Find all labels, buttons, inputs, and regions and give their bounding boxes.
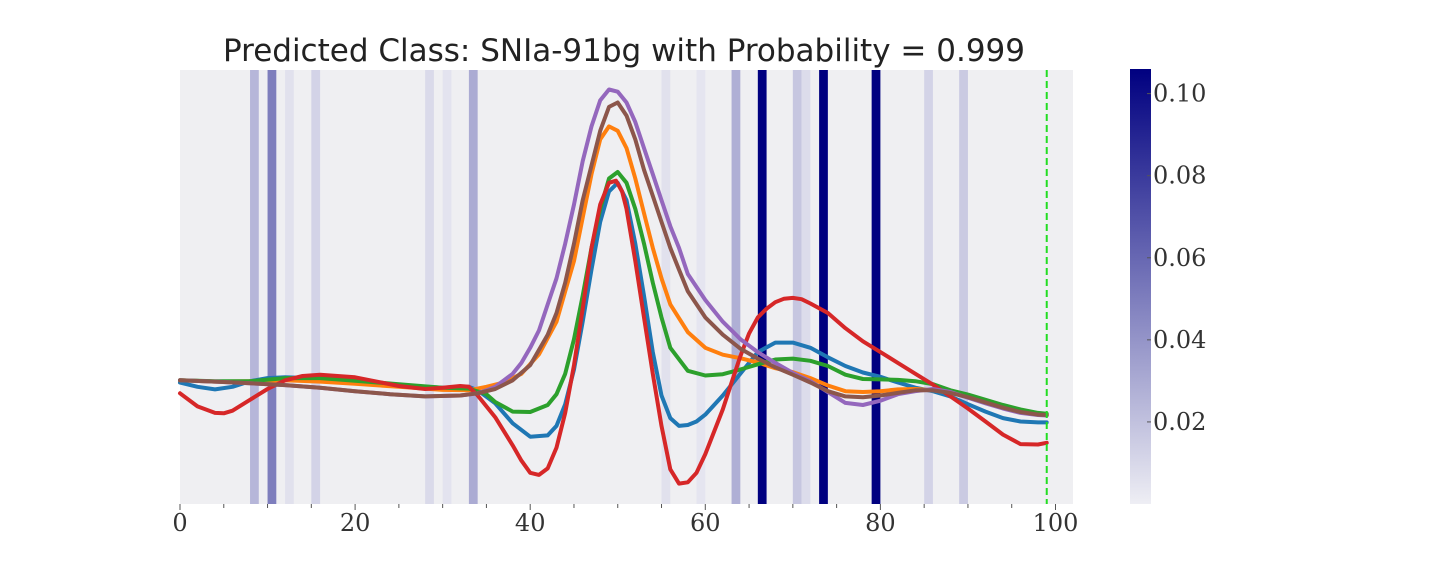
attention-band [696, 70, 706, 504]
attention-band [731, 70, 741, 504]
attention-band [792, 70, 802, 504]
x-axis: 0 20 40 60 80 100 [172, 504, 1078, 537]
x-tick-label: 80 [865, 509, 896, 537]
colorbar-tick-label: 0.02 [1153, 408, 1206, 436]
x-tick-label: 40 [515, 509, 546, 537]
colorbar-axis: 0.02 0.04 0.06 0.08 0.10 [1147, 80, 1206, 436]
x-tick-label: 60 [690, 509, 721, 537]
attention-band [250, 70, 259, 504]
series-lines [178, 87, 1049, 486]
attention-band [425, 70, 434, 504]
attention-band [311, 70, 321, 504]
colorbar-tick-label: 0.06 [1153, 244, 1206, 272]
x-tick-label: 0 [172, 509, 187, 537]
attention-band [819, 70, 828, 504]
series-line-4 [178, 178, 1049, 486]
colorbar-tick-label: 0.08 [1153, 162, 1206, 190]
series-line-6 [178, 100, 1049, 417]
attention-band [267, 70, 277, 504]
x-tick-label: 100 [1033, 509, 1079, 537]
attention-band [757, 70, 767, 504]
colorbar-tick-label: 0.04 [1153, 326, 1206, 354]
attention-band [285, 70, 294, 504]
attention-band [468, 70, 478, 504]
x-tick-label: 20 [340, 509, 371, 537]
attention-band [871, 70, 881, 504]
attention-band [442, 70, 452, 504]
attention-band [959, 70, 968, 504]
chart-title: Predicted Class: SNIa-91bg with Probabil… [223, 33, 1025, 69]
attention-band [924, 70, 933, 504]
colorbar [1130, 69, 1151, 504]
attention-band [801, 70, 811, 504]
colorbar-tick-label: 0.10 [1153, 80, 1206, 108]
